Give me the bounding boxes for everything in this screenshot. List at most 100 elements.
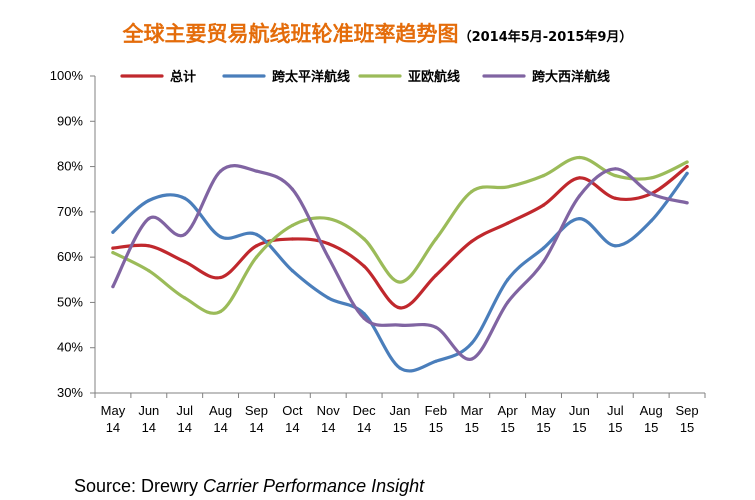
- x-tick-label-month: Oct: [282, 403, 303, 418]
- chart-axes: 30% 40% 50% 60% 70% 80% 90% 100% May 14 Jun 14 Jul 14…: [50, 68, 706, 435]
- x-tick-label-year: 14: [106, 420, 120, 435]
- data-point: [147, 244, 151, 248]
- y-tick-label: 50%: [57, 294, 83, 309]
- x-tick-label-year: 15: [393, 420, 407, 435]
- x-tick-label-year: 14: [321, 420, 335, 435]
- source-prefix: Source: Drewry: [74, 476, 204, 496]
- data-point: [398, 366, 402, 370]
- data-point: [685, 201, 689, 205]
- data-point: [398, 323, 402, 327]
- data-point: [111, 246, 115, 250]
- data-point: [218, 235, 223, 239]
- data-point: [685, 160, 689, 164]
- x-tick-label-month: Jun: [569, 403, 590, 418]
- data-point: [577, 176, 582, 180]
- legend-label: 总计: [170, 69, 196, 84]
- chart-series-lines: [111, 155, 689, 373]
- data-point: [613, 167, 617, 171]
- data-point: [649, 192, 653, 196]
- data-point: [183, 232, 187, 237]
- data-point: [326, 296, 330, 300]
- data-point: [577, 155, 582, 160]
- source-publication: Carrier Performance Insight: [203, 476, 425, 496]
- x-tick-label-month: Jul: [176, 403, 193, 418]
- y-tick-label: 100%: [50, 68, 84, 83]
- data-point: [541, 174, 546, 178]
- data-point: [506, 185, 510, 189]
- data-point: [218, 309, 223, 314]
- x-tick-label-month: Jun: [138, 403, 159, 418]
- data-point: [470, 357, 474, 361]
- x-tick-label-month: Dec: [353, 403, 377, 418]
- data-point: [434, 273, 438, 277]
- legend-label: 跨太平洋航线: [272, 69, 350, 84]
- data-point: [506, 221, 510, 225]
- data-point: [147, 217, 151, 221]
- legend-label: 亚欧航线: [408, 69, 460, 84]
- data-point: [506, 300, 510, 305]
- x-tick-label-year: 15: [536, 420, 550, 435]
- x-tick-label-year: 15: [608, 420, 622, 435]
- data-point: [613, 196, 617, 200]
- data-point: [290, 269, 294, 273]
- x-tick-label-year: 15: [680, 420, 694, 435]
- data-point: [685, 164, 689, 169]
- line-chart: 30% 40% 50% 60% 70% 80% 90% 100% May 14 Jun 14 Jul 14…: [50, 68, 706, 435]
- data-point: [290, 187, 294, 191]
- data-point: [362, 237, 366, 241]
- x-tick-label-month: Jul: [607, 403, 624, 418]
- data-point: [326, 255, 330, 259]
- data-point: [183, 260, 187, 264]
- data-point: [254, 232, 259, 237]
- data-point: [111, 251, 115, 255]
- series-line-4: [111, 164, 689, 361]
- data-point: [290, 223, 294, 228]
- data-point: [649, 176, 653, 180]
- data-point: [290, 237, 294, 241]
- x-tick-label-month: Sep: [245, 403, 268, 418]
- data-point: [613, 174, 617, 178]
- legend-label: 跨大西洋航线: [532, 69, 610, 84]
- data-point: [398, 306, 402, 310]
- data-point: [111, 230, 115, 234]
- x-tick-label-month: Sep: [675, 403, 698, 418]
- x-tick-label-month: Mar: [461, 403, 484, 418]
- data-point: [685, 171, 689, 175]
- x-tick-label-year: 14: [285, 420, 299, 435]
- y-tick-label: 60%: [57, 249, 83, 264]
- x-tick-label-year: 14: [357, 420, 371, 435]
- chart-title-row: 全球主要贸易航线班轮准班率趋势图（2014年5月-2015年9月）: [0, 18, 755, 48]
- data-point: [434, 359, 438, 363]
- x-tick-label-month: Aug: [209, 403, 232, 418]
- x-tick-label-month: May: [531, 403, 556, 418]
- x-tick-label-year: 14: [213, 420, 227, 435]
- chart-legend: 总计 跨太平洋航线 亚欧航线 跨大西洋航线: [120, 69, 610, 84]
- data-point: [183, 196, 187, 200]
- x-tick-label-month: Nov: [317, 403, 341, 418]
- x-tick-label-month: May: [101, 403, 126, 418]
- data-point: [470, 341, 474, 345]
- data-point: [541, 246, 546, 250]
- y-tick-label: 30%: [57, 385, 83, 400]
- source-note: Source: Drewry Carrier Performance Insig…: [74, 476, 424, 497]
- y-tick-label: 90%: [57, 113, 83, 128]
- data-point: [506, 278, 510, 282]
- data-point: [541, 260, 546, 264]
- x-tick-label-month: Jan: [390, 403, 411, 418]
- data-point: [362, 264, 366, 268]
- data-point: [147, 198, 151, 203]
- x-tick-label-year: 14: [249, 420, 263, 435]
- data-point: [254, 255, 259, 259]
- data-point: [111, 284, 115, 289]
- data-point: [577, 194, 582, 198]
- x-tick-label-month: Aug: [640, 403, 663, 418]
- data-point: [254, 244, 259, 248]
- data-point: [577, 217, 582, 221]
- chart-title: 全球主要贸易航线班轮准班率趋势图: [122, 22, 459, 46]
- data-point: [326, 241, 330, 246]
- x-tick-label-year: 15: [500, 420, 514, 435]
- x-tick-label-year: 14: [142, 420, 156, 435]
- data-point: [147, 269, 151, 273]
- data-point: [470, 239, 474, 243]
- data-point: [183, 296, 187, 300]
